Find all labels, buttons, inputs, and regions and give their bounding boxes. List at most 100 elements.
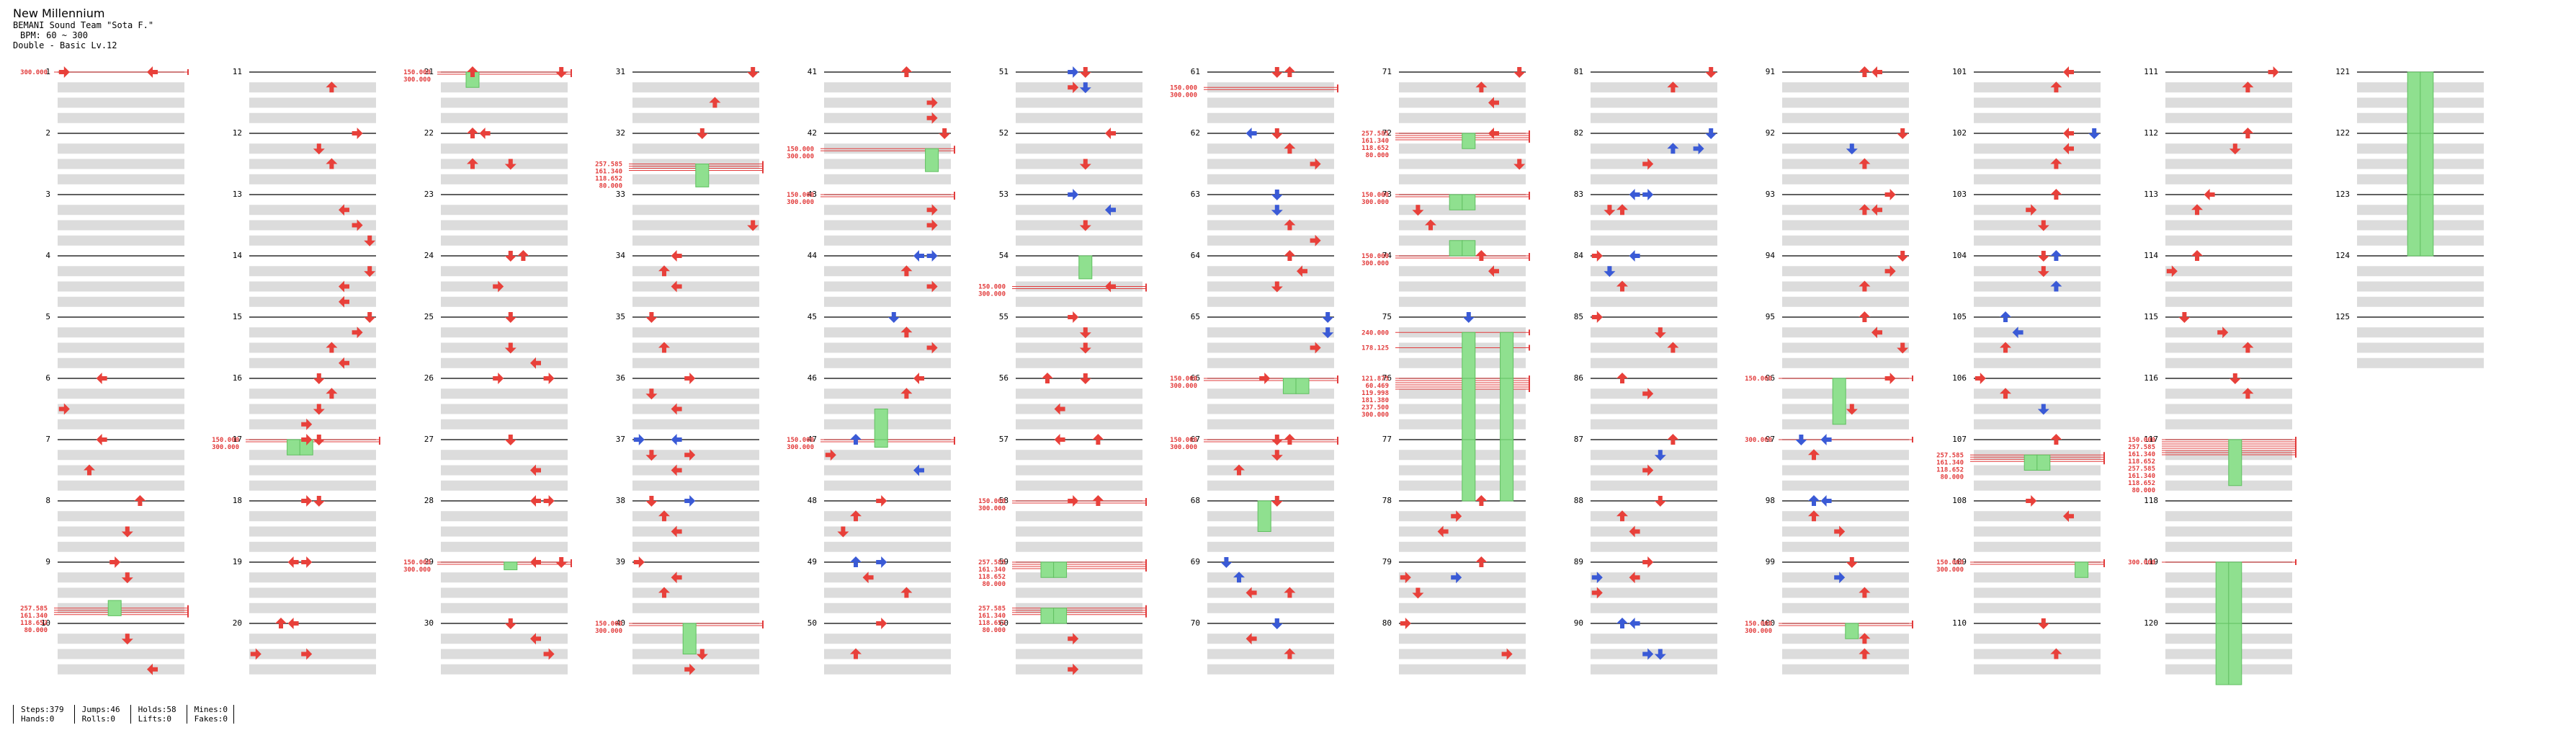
arrow-down-icon (1079, 373, 1091, 384)
measure-number: 49 (808, 557, 817, 566)
bpm-label: 257.585 (978, 559, 1006, 566)
stat-jumps: Jumps:46 (81, 705, 120, 714)
beat-band (2165, 174, 2292, 184)
beat-band (1016, 511, 1142, 522)
measure-16: 16 (233, 373, 376, 430)
beat-band (249, 465, 376, 476)
hold-note-icon (1845, 623, 1859, 639)
beat-band (441, 633, 568, 644)
beat-band (249, 649, 376, 659)
beat-band (1591, 587, 1717, 598)
beat-band (1782, 112, 1909, 123)
measure-31: 31 (616, 67, 759, 123)
beat-band (58, 404, 184, 414)
hold-note-icon (1078, 255, 1093, 280)
hold-note-icon (2420, 71, 2434, 134)
measure-113: 113 (2144, 190, 2292, 246)
measure-7: 7 (45, 435, 184, 491)
measure-2: 2 (45, 128, 184, 184)
measure-number: 88 (1574, 496, 1583, 505)
bpm-label: 300.000 (1361, 260, 1389, 267)
measure-51: 51 (999, 67, 1142, 123)
measure-number: 116 (2144, 373, 2158, 383)
beat-band (1782, 465, 1909, 476)
beat-band (1016, 357, 1142, 368)
hold-note-icon (1462, 439, 1476, 502)
arrow-down-icon (1897, 128, 1909, 139)
measure-95: 95 (1766, 312, 1909, 368)
measure-number: 76 (1382, 373, 1392, 383)
measure-123: 123 (2335, 190, 2484, 246)
measure-number: 123 (2335, 190, 2350, 199)
beat-band (58, 587, 184, 598)
beat-band (249, 511, 376, 522)
measure-80: 80 (1382, 618, 1526, 675)
arrow-left-icon (1259, 373, 1271, 384)
beat-band (1782, 82, 1909, 93)
beat-band (441, 174, 568, 184)
beat-band (824, 327, 951, 338)
beat-band (1207, 174, 1334, 184)
measure-57: 57 (999, 435, 1142, 491)
bpm-label: 257.585 (1936, 452, 1964, 459)
beat-band (1207, 603, 1334, 613)
beat-band (249, 603, 376, 613)
bpm-label: 300.000 (20, 69, 48, 76)
beat-band (1016, 174, 1142, 184)
beat-band (1591, 526, 1717, 537)
arrow-right-icon (530, 556, 541, 568)
bpm-label: 300.000 (1361, 412, 1389, 419)
beat-band (632, 404, 759, 414)
measure-36: 36 (616, 373, 759, 430)
measure-number: 100 (1761, 618, 1775, 628)
beat-band (1591, 511, 1717, 522)
bpm-label: 150.000 (1361, 253, 1389, 260)
measure-number: 111 (2144, 67, 2158, 76)
measure-number: 70 (1191, 618, 1200, 628)
hold-note-icon (504, 561, 518, 571)
stat-group-steps: Steps:379 Hands:0 (13, 705, 74, 724)
measure-number: 37 (616, 435, 625, 444)
arrow-down-icon (887, 312, 900, 323)
hold-note-icon (1462, 194, 1476, 210)
arrow-down-icon (1271, 67, 1283, 78)
measure-114: 114 (2144, 251, 2292, 307)
arrow-up-icon (1667, 434, 1679, 445)
measure-number: 82 (1574, 128, 1583, 138)
arrow-left-icon (301, 556, 313, 568)
hold-note-icon (2075, 561, 2089, 578)
measure-number: 9 (45, 557, 50, 566)
measure-number: 46 (808, 373, 817, 383)
measure-25: 25 (424, 312, 568, 368)
measure-93: 93 (1766, 190, 1909, 246)
song-header: New Millennium BEMANI Sound Team "Sota F… (13, 7, 153, 51)
measure-110: 110 (1952, 618, 2101, 675)
beat-band (249, 97, 376, 108)
beat-band (58, 82, 184, 93)
beat-band (2165, 342, 2292, 353)
measure-81: 81 (1574, 67, 1717, 123)
bpm-label: 118.652 (2128, 458, 2155, 466)
arrow-down-icon (1513, 67, 1526, 78)
bpm-label: 150.000 (787, 146, 814, 153)
beat-band (249, 174, 376, 184)
measure-number: 63 (1191, 190, 1200, 199)
beat-band (824, 357, 951, 368)
beat-band (58, 526, 184, 537)
measure-8: 8 (45, 496, 184, 552)
beat-band (441, 388, 568, 399)
measure-86: 86 (1574, 373, 1717, 430)
beat-band (1974, 82, 2101, 93)
arrow-down-icon (2037, 251, 2049, 262)
bpm-label: 118.652 (978, 574, 1006, 581)
beat-band (1399, 526, 1526, 537)
hold-note-icon (1449, 240, 1463, 257)
arrow-left-icon (1591, 311, 1603, 323)
arrow-down-icon (313, 435, 325, 445)
beat-band (58, 465, 184, 476)
measure-number: 96 (1766, 373, 1775, 383)
measure-number: 23 (424, 190, 434, 199)
bpm-label: 300.000 (1936, 566, 1964, 574)
beat-band (1207, 388, 1334, 399)
bpm-label: 80.000 (599, 183, 622, 190)
